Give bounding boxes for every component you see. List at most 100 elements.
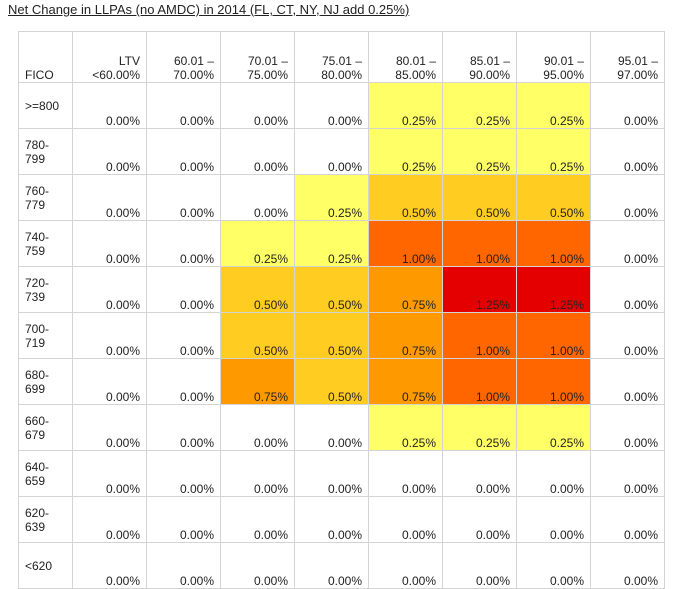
heatmap-cell: 0.00% (220, 450, 295, 497)
heatmap-cell: 0.00% (146, 496, 221, 543)
column-header-line: 90.00% (469, 68, 510, 82)
column-header-line: 97.00% (617, 68, 658, 82)
fico-label: 700- 719 (18, 312, 73, 359)
fico-label: 740- 759 (18, 220, 73, 267)
heatmap-cell: 0.00% (368, 450, 443, 497)
column-header-5: 85.01 –90.00% (442, 31, 517, 83)
heatmap-cell: 0.00% (294, 82, 369, 129)
heatmap-cell: 0.50% (442, 174, 517, 221)
heatmap-cell: 0.75% (368, 358, 443, 405)
heatmap-cell: 0.25% (516, 404, 591, 451)
fico-label-line: 799 (25, 151, 46, 166)
column-header-line: 80.00% (321, 68, 362, 82)
fico-label-line: 779 (25, 197, 46, 212)
heatmap-cell: 0.00% (72, 220, 147, 267)
heatmap-cell: 0.25% (442, 128, 517, 175)
column-header-line: 75.01 – (321, 54, 362, 68)
heatmap-cell: 0.00% (72, 542, 147, 589)
heatmap-cell: 0.00% (442, 542, 517, 589)
heatmap-cell: 0.00% (516, 450, 591, 497)
fico-label-line: <620 (25, 558, 53, 573)
heatmap-cell: 1.00% (516, 220, 591, 267)
header-row: FICO LTV <60.00% 60.01 –70.00% 70.01 –75.00… (18, 31, 665, 83)
fico-label: >=800 (18, 82, 73, 129)
column-header-line: LTV (118, 54, 140, 68)
table-row: 720- 739 0.00% 0.00% 0.50% 0.50% 0.75% 1.25% 1.2… (18, 266, 665, 313)
column-header-3: 75.01 –80.00% (294, 31, 369, 83)
column-header-line: 95.01 – (617, 54, 658, 68)
heatmap-cell: 0.00% (146, 266, 221, 313)
heatmap-cell: 0.00% (146, 128, 221, 175)
heatmap-cell: 0.50% (294, 312, 369, 359)
heatmap-cell: 0.00% (146, 174, 221, 221)
table-row: 780- 799 0.00% 0.00% 0.00% 0.00% 0.25% 0.25% 0.2… (18, 128, 665, 175)
heatmap-cell: 0.50% (220, 312, 295, 359)
heatmap-cell: 0.25% (516, 82, 591, 129)
column-header-line: 60.01 – (173, 54, 214, 68)
table-row: 760- 779 0.00% 0.00% 0.00% 0.25% 0.50% 0.50% 0.5… (18, 174, 665, 221)
heatmap-cell: 0.25% (442, 82, 517, 129)
heatmap-cell: 0.25% (368, 82, 443, 129)
heatmap-cell: 0.25% (294, 174, 369, 221)
table-row: 620- 639 0.00% 0.00% 0.00% 0.00% 0.00% 0.00% 0.0… (18, 496, 665, 543)
fico-label-line: 640- (25, 459, 50, 474)
column-header-0: LTV <60.00% (72, 31, 147, 83)
table-row: 740- 759 0.00% 0.00% 0.25% 0.25% 1.00% 1.00% 1.0… (18, 220, 665, 267)
heatmap-cell: 0.25% (368, 128, 443, 175)
heatmap-cell: 0.00% (72, 128, 147, 175)
heatmap-cell: 0.00% (220, 174, 295, 221)
column-header-7: 95.01 –97.00% (590, 31, 665, 83)
heatmap-cell: 0.25% (294, 220, 369, 267)
heatmap-cell: 1.00% (516, 312, 591, 359)
heatmap-cell: 1.00% (442, 358, 517, 405)
heatmap-cell: 0.00% (590, 128, 665, 175)
column-header-1: 60.01 –70.00% (146, 31, 221, 83)
column-header-6: 90.01 –95.00% (516, 31, 591, 83)
heatmap-cell: 0.00% (294, 128, 369, 175)
heatmap-cell: 0.25% (516, 128, 591, 175)
heatmap-cell: 0.00% (294, 404, 369, 451)
heatmap-cell: 0.00% (294, 450, 369, 497)
chart-title: Net Change in LLPAs (no AMDC) in 2014 (F… (8, 2, 410, 17)
table-row: 640- 659 0.00% 0.00% 0.00% 0.00% 0.00% 0.00% 0.0… (18, 450, 665, 497)
heatmap-cell: 0.00% (72, 174, 147, 221)
heatmap-cell: 0.00% (590, 450, 665, 497)
fico-label-line: 700- (25, 321, 50, 336)
fico-label-line: 720- (25, 275, 50, 290)
heatmap-cell: 0.00% (442, 450, 517, 497)
table-row: 700- 719 0.00% 0.00% 0.50% 0.50% 0.75% 1.00% 1.0… (18, 312, 665, 359)
heatmap-cell: 0.50% (294, 266, 369, 313)
heatmap-cell: 0.00% (220, 128, 295, 175)
heatmap-cell: 0.00% (590, 174, 665, 221)
heatmap-cell: 0.25% (368, 404, 443, 451)
heatmap-cell: 0.00% (146, 82, 221, 129)
heatmap-cell: 0.00% (368, 542, 443, 589)
heatmap-cell: 0.00% (146, 450, 221, 497)
heatmap-cell: 0.00% (146, 220, 221, 267)
heatmap-cell: 0.00% (220, 496, 295, 543)
column-header-line: 85.00% (395, 68, 436, 82)
heatmap-cell: 0.00% (72, 450, 147, 497)
fico-label-line: 699 (25, 381, 46, 396)
fico-label: 760- 779 (18, 174, 73, 221)
fico-label-line: 759 (25, 243, 46, 258)
heatmap-cell: 0.00% (516, 542, 591, 589)
fico-label: 720- 739 (18, 266, 73, 313)
fico-label-line: 680- (25, 367, 50, 382)
heatmap-cell: 0.50% (294, 358, 369, 405)
fico-label-line: 719 (25, 335, 46, 350)
fico-label-line: 740- (25, 229, 50, 244)
heatmap-cell: 0.50% (516, 174, 591, 221)
column-header-line: 70.01 – (247, 54, 288, 68)
heatmap-cell: 0.00% (72, 82, 147, 129)
fico-label-line: 659 (25, 473, 46, 488)
fico-label-line: 620- (25, 505, 50, 520)
heatmap-cell: 1.25% (442, 266, 517, 313)
heatmap-cell: 0.00% (146, 312, 221, 359)
heatmap-cell: 0.00% (516, 496, 591, 543)
table-row: 680- 699 0.00% 0.00% 0.75% 0.50% 0.75% 1.00% 1.0… (18, 358, 665, 405)
fico-label-line: 739 (25, 289, 46, 304)
column-header-line: 75.00% (247, 68, 288, 82)
heatmap-cell: 0.00% (72, 358, 147, 405)
column-header-line: 85.01 – (469, 54, 510, 68)
